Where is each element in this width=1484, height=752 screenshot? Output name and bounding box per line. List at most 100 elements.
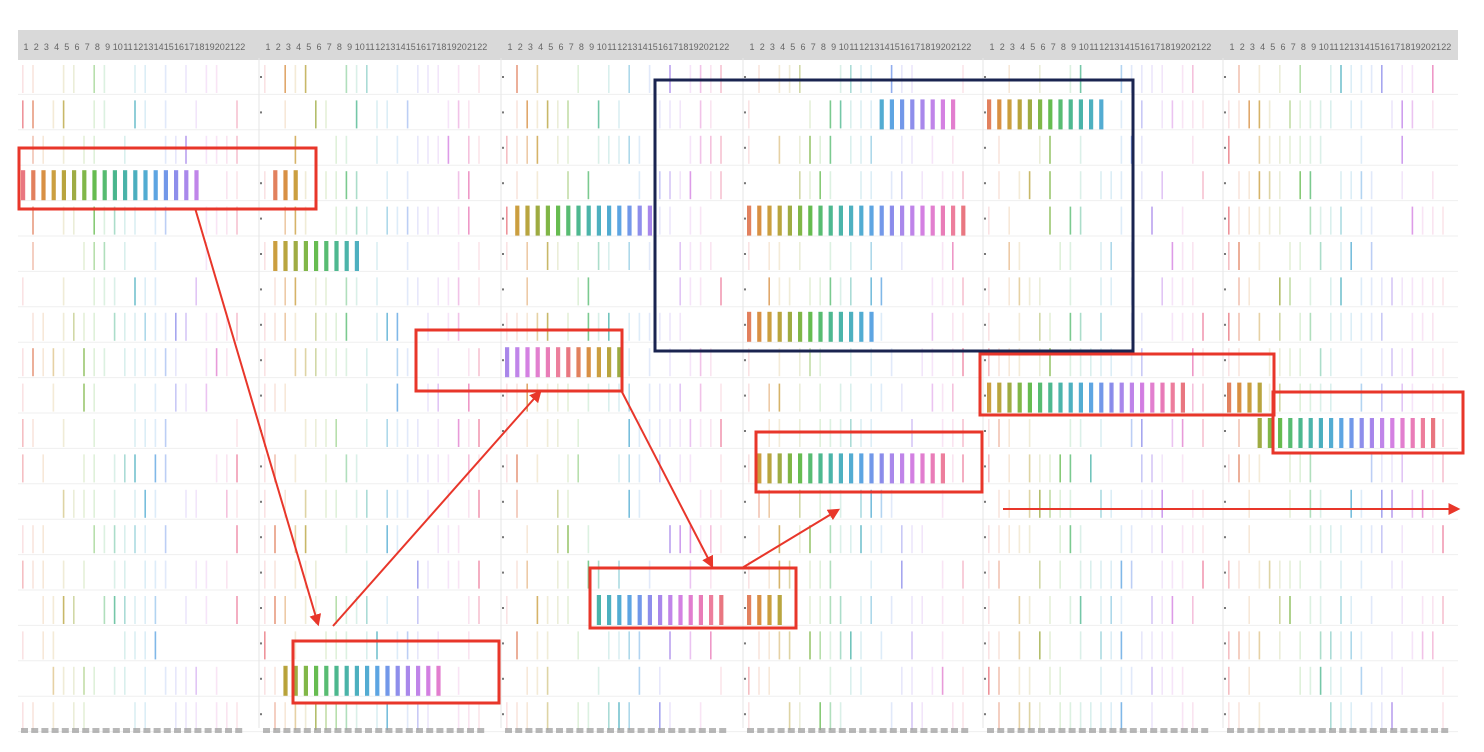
heatmap-mark <box>648 242 651 270</box>
heatmap-mark <box>1049 489 1051 518</box>
column-label: 18 <box>920 42 930 52</box>
heatmap-mark <box>1299 383 1301 412</box>
heatmap-mark <box>417 560 419 589</box>
heatmap-mark <box>799 666 801 695</box>
heatmap-mark <box>52 348 55 377</box>
column-label: 10 <box>113 42 123 52</box>
footer-tick <box>849 728 856 733</box>
highlight-bar <box>818 311 823 342</box>
heatmap-mark <box>850 348 852 377</box>
row-dot <box>260 677 262 680</box>
heatmap-mark <box>175 348 177 377</box>
heatmap-mark <box>22 702 24 731</box>
heatmap-mark <box>406 631 409 660</box>
footer-tick <box>647 728 655 733</box>
heatmap-mark <box>437 135 439 164</box>
heatmap-mark <box>236 596 238 624</box>
heatmap-mark <box>325 631 327 660</box>
heatmap-mark <box>921 596 923 624</box>
heatmap-mark <box>1258 171 1261 200</box>
highlight-bar <box>767 595 772 625</box>
heatmap-mark <box>689 560 692 589</box>
column-label: 1 <box>1229 42 1234 52</box>
column-label: 12 <box>133 42 143 52</box>
heatmap-mark <box>1268 348 1271 377</box>
heatmap-mark <box>809 135 811 164</box>
highlight-bar <box>607 595 612 625</box>
heatmap-mark <box>447 312 450 341</box>
heatmap-mark <box>659 383 661 412</box>
heatmap-mark <box>1411 65 1414 93</box>
heatmap-mark <box>1018 525 1021 554</box>
heatmap-mark <box>911 702 913 731</box>
heatmap-mark <box>124 560 126 589</box>
row-dot <box>744 430 746 432</box>
heatmap-mark <box>1181 242 1184 270</box>
heatmap-mark <box>1401 383 1403 412</box>
heatmap-mark <box>264 65 266 93</box>
footer-tick <box>153 728 161 733</box>
footer-tick <box>545 728 553 733</box>
footer-tick <box>525 728 533 733</box>
heatmap-mark <box>437 65 439 93</box>
heatmap-mark <box>1192 383 1194 412</box>
heatmap-mark <box>1238 631 1240 660</box>
heatmap-mark <box>406 454 409 483</box>
highlight-bar <box>1420 418 1425 448</box>
footer-tick <box>21 728 28 733</box>
column-label: 5 <box>306 42 311 52</box>
heatmap-mark <box>325 454 327 483</box>
footer-tick <box>678 728 686 733</box>
footer-tick <box>1109 728 1117 733</box>
row-dot <box>260 359 262 362</box>
heatmap-mark <box>1192 312 1194 341</box>
heatmap-mark <box>113 596 116 624</box>
heatmap-mark <box>880 312 883 341</box>
heatmap-mark <box>32 702 34 731</box>
highlight-bar <box>283 170 288 201</box>
heatmap-mark <box>1370 206 1373 235</box>
heatmap-mark <box>1360 277 1363 306</box>
heatmap-mark <box>1442 525 1444 554</box>
heatmap-mark <box>1350 171 1352 200</box>
heatmap-mark <box>62 348 65 377</box>
heatmap-mark <box>941 277 944 306</box>
highlight-bar <box>1329 418 1334 448</box>
heatmap-mark <box>1360 312 1363 341</box>
heatmap-mark <box>236 419 238 447</box>
heatmap-mark <box>226 454 228 483</box>
heatmap-mark <box>829 596 832 624</box>
heatmap-mark <box>1090 454 1092 483</box>
row-dot <box>984 536 986 539</box>
highlight-bar <box>1109 382 1114 413</box>
heatmap-mark <box>998 666 1000 695</box>
heatmap-mark <box>1360 489 1363 518</box>
heatmap-mark <box>669 206 671 235</box>
row-dot <box>502 253 504 255</box>
highlight-bar <box>515 347 520 378</box>
column-label: 9 <box>831 42 836 52</box>
heatmap-mark <box>1161 596 1163 624</box>
heatmap-mark <box>22 100 24 129</box>
highlight-bar <box>21 170 26 201</box>
heatmap-mark <box>516 702 518 731</box>
heatmap-mark <box>1381 489 1383 518</box>
heatmap-mark <box>386 596 388 624</box>
highlight-bar <box>920 453 925 484</box>
column-label: 18 <box>678 42 688 52</box>
heatmap-mark <box>42 135 44 164</box>
column-label: 13 <box>385 42 395 52</box>
row-dot <box>984 713 986 716</box>
heatmap-mark <box>417 702 419 731</box>
row-dot <box>1224 430 1226 432</box>
heatmap-mark <box>1432 383 1434 412</box>
heatmap-mark <box>1181 454 1184 483</box>
column-label: 9 <box>105 42 110 52</box>
highlight-bar <box>1410 418 1415 448</box>
heatmap-mark <box>1130 666 1133 695</box>
heatmap-mark <box>1309 312 1312 341</box>
highlight-bar <box>1257 418 1262 448</box>
heatmap-mark <box>839 525 842 554</box>
row-dot <box>984 394 986 397</box>
footer-tick <box>1140 728 1147 733</box>
